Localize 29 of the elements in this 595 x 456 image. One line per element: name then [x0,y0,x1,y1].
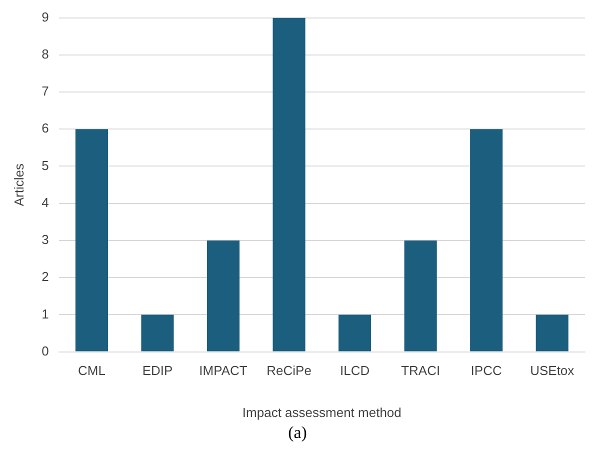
bar [470,129,503,352]
y-tick-label: 3 [42,232,49,248]
y-tick-label: 1 [42,306,49,322]
bar [536,314,568,352]
x-tick-label: ILCD [340,363,370,378]
bar [272,18,306,352]
y-tick-label: 7 [42,84,49,99]
x-axis-title: Impact assessment method [242,404,402,420]
x-tick-label: USEtox [530,363,575,378]
text: (a) [287,423,308,443]
x-tick-label: ReCiPe [266,363,312,378]
y-tick-label: 2 [42,269,49,284]
x-tick-label: IMPACT [199,363,248,378]
x-tick-label: EDIP [142,363,173,378]
y-tick-label: 6 [42,120,49,136]
bar [404,240,437,352]
y-tick-label: 8 [42,46,49,62]
bar [75,129,108,352]
bar [206,240,240,352]
bar [338,314,372,352]
x-tick-label: CML [78,363,106,378]
y-axis-title: Articles [11,162,26,206]
y-tick-label: 9 [42,9,49,24]
x-tick-label: TRACI [401,363,440,378]
y-tick-label: 5 [42,158,49,173]
y-tick-label: 0 [42,343,49,358]
y-tick-label: 4 [42,194,49,210]
x-tick-label: IPCC [470,363,502,378]
bar [141,314,174,352]
